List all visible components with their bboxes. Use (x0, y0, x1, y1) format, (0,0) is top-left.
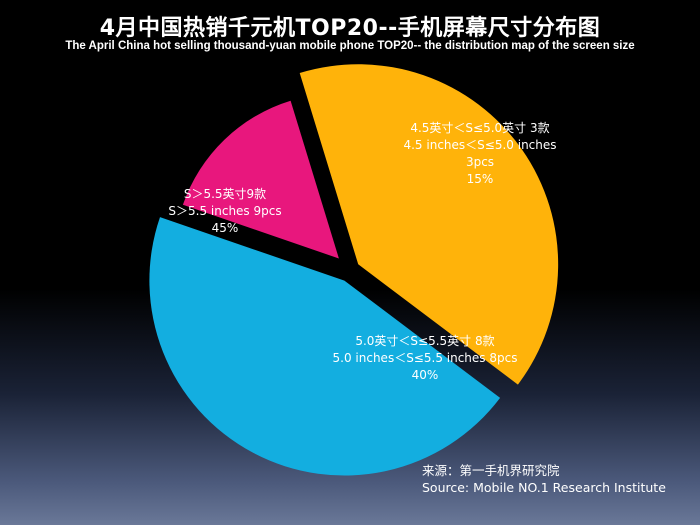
slice-label-cn: S＞5.5英寸9款 (183, 187, 267, 201)
source-cn: 来源：第一手机界研究院 (422, 463, 560, 478)
slice-percent: 45% (211, 221, 239, 235)
slice-label-cn: 4.5英寸＜S≤5.0英寸 3款 (410, 121, 550, 135)
chart-title: 4月中国热销千元机TOP20--手机屏幕尺寸分布图 (99, 16, 601, 41)
slice-label-4.5-5.0: 4.5英寸＜S≤5.0英寸 3款 4.5 inches＜S≤5.0 inches… (395, 120, 565, 188)
slice-label-cn: 5.0英寸＜S≤5.5英寸 8款 (355, 334, 495, 348)
source-en: Source: Mobile NO.1 Research Institute (422, 480, 666, 495)
slice-label-en: S＞5.5 inches 9pcs (168, 204, 282, 218)
slice-label-en: 5.0 inches＜S≤5.5 inches 8pcs (332, 351, 518, 365)
pie-slice-4.5-5.0 (182, 100, 339, 259)
chart-subtitle: The April China hot selling thousand-yua… (65, 40, 635, 52)
slice-percent: 40% (411, 368, 439, 382)
slice-label-5.0-5.5: 5.0英寸＜S≤5.5英寸 8款 5.0 inches＜S≤5.5 inches… (330, 333, 520, 384)
slice-label-over-5.5: S＞5.5英寸9款 S＞5.5 inches 9pcs 45% (150, 186, 300, 237)
slice-percent: 15% (466, 172, 494, 186)
pie-slice-over-5.5 (149, 217, 501, 476)
slice-label-en: 4.5 inches＜S≤5.0 inches 3pcs (403, 138, 557, 169)
pie-slice-5.0-5.5 (299, 64, 559, 385)
source-note: 来源：第一手机界研究院 Source: Mobile NO.1 Research… (422, 462, 666, 496)
